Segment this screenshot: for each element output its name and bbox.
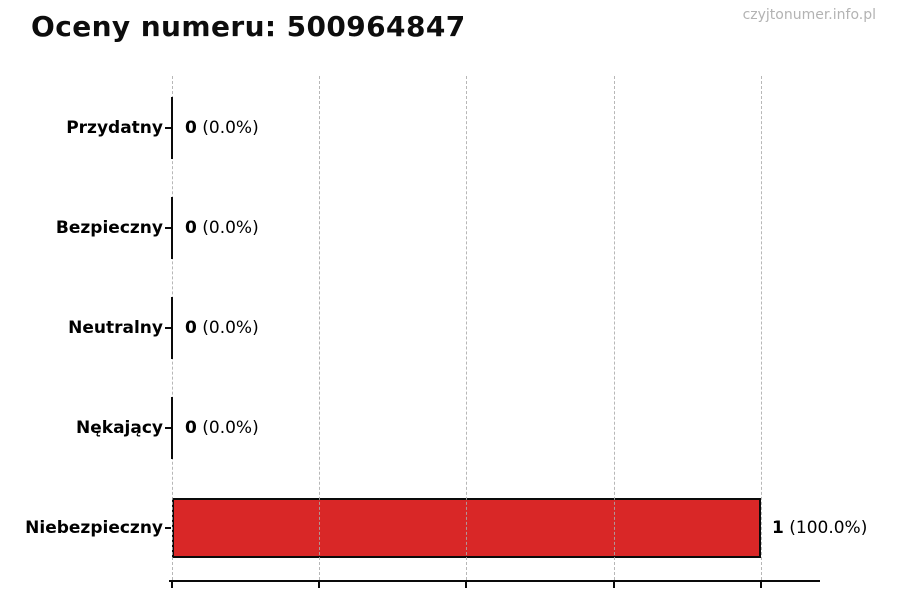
y-tick <box>165 127 171 129</box>
x-tick <box>465 582 467 588</box>
value-label: 0 (0.0%) <box>185 418 259 438</box>
value-percent: (0.0%) <box>196 418 259 438</box>
zero-bar <box>171 297 173 359</box>
y-tick <box>165 227 171 229</box>
x-tick <box>171 582 173 588</box>
value-count: 0 <box>185 318 197 338</box>
y-tick <box>165 427 171 429</box>
category-label: Bezpieczny <box>55 218 163 238</box>
plot-area: 0 (0.0%) 0 (0.0%) 0 (0.0%) 0 (0.0%) 1 (100.0… <box>171 76 867 580</box>
value-label: 1 (100.0%) <box>772 518 867 538</box>
gridline <box>613 76 615 580</box>
gridline <box>465 76 467 580</box>
value-percent: (0.0%) <box>196 218 259 238</box>
value-count: 1 <box>772 518 784 538</box>
value-label: 0 (0.0%) <box>185 318 259 338</box>
category-label: Przydatny <box>66 118 163 138</box>
value-percent: (0.0%) <box>196 318 259 338</box>
watermark-text: czyjtonumer.info.pl <box>742 7 876 23</box>
bar <box>172 498 761 558</box>
chart-title: Oceny numeru: 500964847 <box>31 10 466 43</box>
zero-bar <box>171 397 173 459</box>
value-label: 0 (0.0%) <box>185 218 259 238</box>
value-count: 0 <box>185 418 197 438</box>
y-tick <box>165 327 171 329</box>
gridline <box>760 76 762 580</box>
x-axis-line <box>169 580 820 582</box>
value-count: 0 <box>185 118 197 138</box>
value-label: 0 (0.0%) <box>185 118 259 138</box>
value-count: 0 <box>185 218 197 238</box>
x-tick <box>318 582 320 588</box>
zero-bar <box>171 97 173 159</box>
value-percent: (100.0%) <box>783 518 868 538</box>
x-tick <box>760 582 762 588</box>
gridline <box>318 76 320 580</box>
x-tick <box>613 582 615 588</box>
category-label: Niebezpieczny <box>25 518 163 538</box>
category-label: Nękający <box>76 418 163 438</box>
y-tick <box>165 527 171 529</box>
category-label: Neutralny <box>68 318 163 338</box>
zero-bar <box>171 197 173 259</box>
value-percent: (0.0%) <box>196 118 259 138</box>
